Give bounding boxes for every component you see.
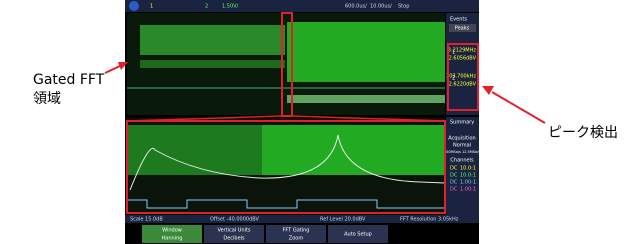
burst-waveform — [287, 22, 445, 82]
peak-level: -2.6220dBV — [447, 82, 477, 88]
coupling: DC — [450, 187, 458, 193]
softkey-value: Hanning — [162, 236, 183, 242]
panel-title: Summary — [450, 120, 474, 126]
probe-ratio: 10.0:1 — [460, 166, 476, 172]
annotation-label: ピーク検出 — [548, 125, 618, 141]
coupling: DC — [450, 166, 458, 172]
ch1: 1 — [150, 4, 153, 10]
channels-label: Channels — [450, 158, 474, 164]
timebase: 600.0us/ — [345, 4, 367, 10]
status-scale: Scale 15.0dB — [130, 217, 163, 223]
arrowhead — [482, 86, 494, 95]
peak-freq: 303.700kHz — [446, 74, 476, 80]
digital-trace — [140, 25, 285, 55]
peak-level: -2.6056dBV — [447, 56, 477, 62]
annotation-label: 領域 — [33, 90, 61, 107]
probe-ratio: 1.00:1 — [460, 187, 476, 193]
acq-mode: Normal — [453, 143, 471, 149]
softkey-title: Auto Setup — [344, 232, 372, 238]
softkey-title: Window — [162, 228, 182, 234]
sample-rate: 100MSa/s 12.5MSa/s — [444, 150, 481, 154]
softkey-value: Decibels — [223, 236, 245, 242]
status-ref: Ref Level 20.0dBV — [320, 217, 366, 223]
probe-ratio: 10.0:1 — [460, 173, 476, 179]
page: {"annotations":{"left_line1":"Gated FFT"… — [0, 0, 635, 244]
probe-ratio: 1.00:1 — [460, 180, 476, 186]
top-bar — [125, 0, 479, 12]
acq-label: Acquisition — [448, 136, 475, 142]
zoom-waveform — [262, 125, 445, 175]
zoom-timebase: 10.00us/ — [370, 4, 392, 10]
softkey-title: Vertical Units — [217, 228, 250, 234]
ch2-scale: 1.50V/ — [222, 4, 239, 10]
panel-title: Events — [450, 17, 467, 23]
annotation-label: Gated FFT — [33, 72, 105, 88]
zoom-waveform — [127, 125, 262, 175]
screenshot: 1 2 1.50V/ 600.0us/ 10.00us/ Stop Events… — [0, 0, 635, 244]
status-offset: Offset -40.0000dBV — [210, 217, 260, 223]
softkey-title: FFT Gating — [283, 228, 310, 234]
peak-freq: 3.2129MHz — [448, 48, 477, 54]
ch2: 2 — [205, 4, 208, 10]
coupling: DC — [450, 180, 458, 186]
button-label: Peaks — [455, 26, 470, 32]
digital-trace — [140, 60, 285, 68]
arrow — [105, 66, 120, 73]
menu-button[interactable] — [129, 1, 139, 11]
coupling: DC — [450, 173, 458, 179]
run-state: Stop — [398, 4, 409, 10]
arrow — [492, 92, 545, 123]
status-resolution: FFT Resolution 3.05kHz — [400, 217, 459, 223]
decoded-bus — [287, 95, 445, 103]
softkey-value: Zoom — [289, 236, 304, 242]
